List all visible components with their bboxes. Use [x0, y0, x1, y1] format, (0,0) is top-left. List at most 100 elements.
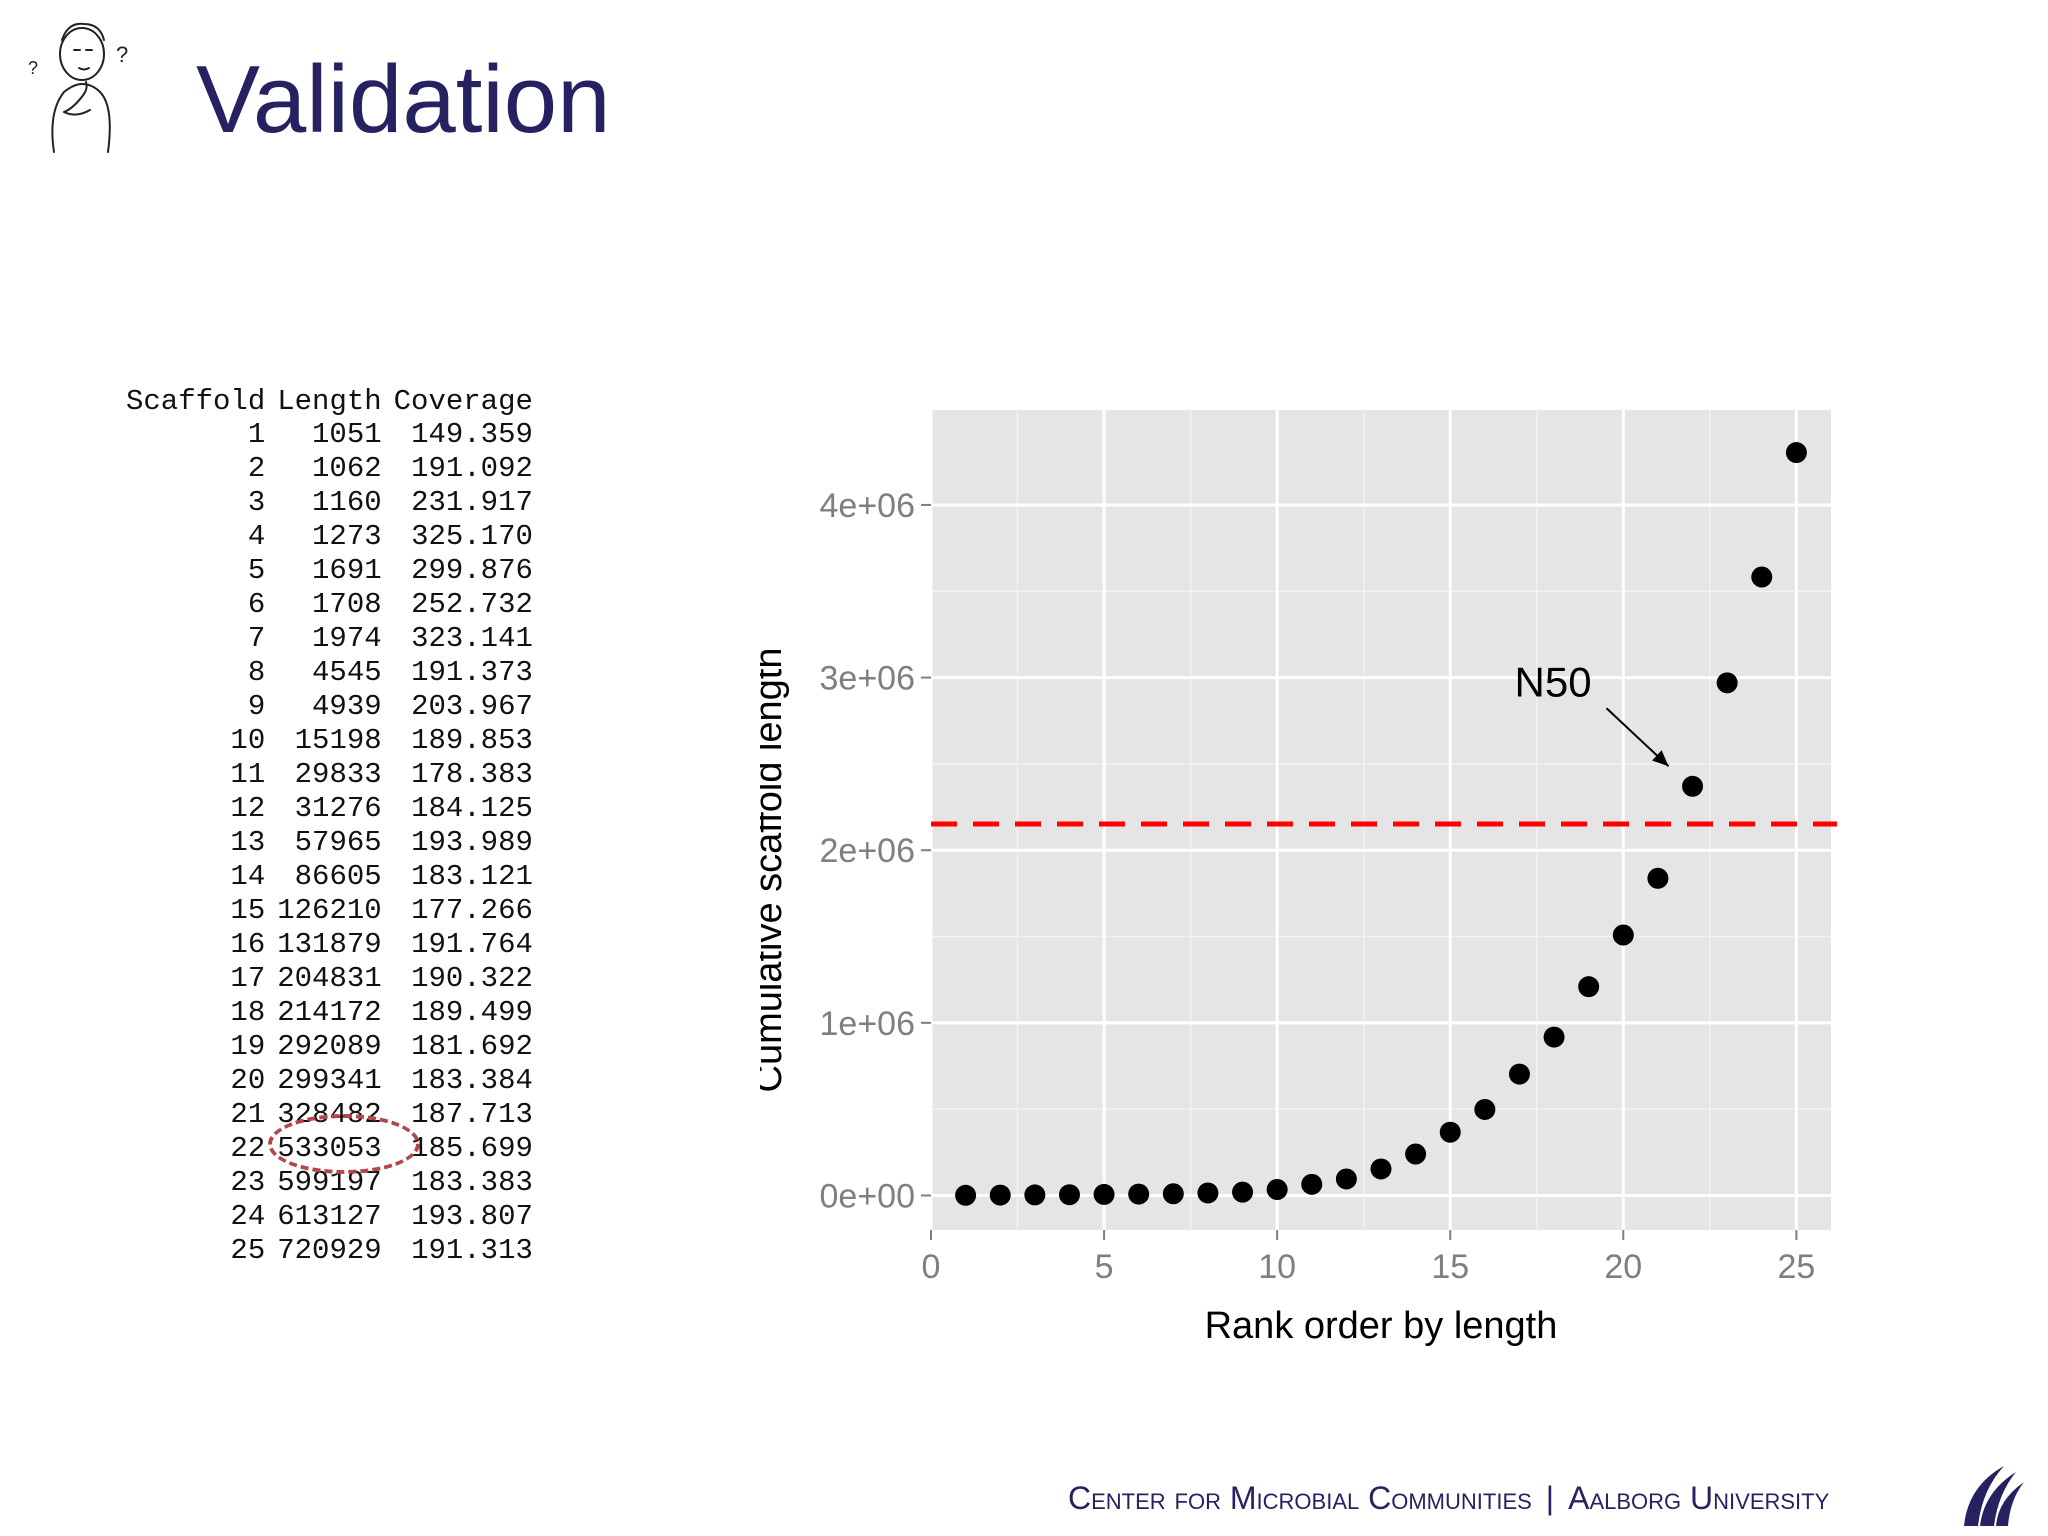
y-tick-label: 4e+06: [820, 487, 916, 525]
length-cell: 214172: [277, 996, 382, 1029]
length-cell: 1062: [312, 452, 382, 485]
table-row: 19 292089 181.692: [126, 1030, 533, 1064]
coverage-cell: 323.141: [411, 622, 533, 655]
length-cell: 126210: [277, 894, 382, 927]
length-cell: 292089: [277, 1030, 382, 1063]
table-row: 2 1062 191.092: [126, 452, 533, 486]
table-row: 24 613127 193.807: [126, 1200, 533, 1234]
x-tick-label: 15: [1431, 1248, 1469, 1286]
scaffold-cell: 10: [230, 724, 266, 757]
footer-center-name: Center for Microbial Communities: [1068, 1480, 1532, 1516]
table-row: 16 131879 191.764: [126, 928, 532, 962]
coverage-cell: 149.359: [411, 418, 533, 451]
scaffold-cell: 23: [230, 1166, 266, 1199]
data-point: [1578, 976, 1600, 998]
data-point: [1647, 867, 1669, 889]
x-tick-label: 0: [922, 1248, 941, 1286]
table-row: 13 57965 193.989: [126, 826, 532, 860]
table-row: 18 214172 189.499: [126, 996, 533, 1030]
coverage-cell: 177.266: [411, 894, 533, 927]
table-row: 21 328482 187.713: [126, 1098, 532, 1132]
scaffold-cell: 24: [230, 1200, 266, 1233]
length-cell: 204831: [277, 962, 382, 995]
n50-arrowhead: [1652, 750, 1669, 767]
data-point: [1093, 1183, 1115, 1205]
scaffold-cell: 1: [247, 418, 266, 451]
svg-text:?: ?: [116, 42, 128, 67]
coverage-cell: 203.967: [411, 690, 533, 723]
table-row: 7 1974 323.141: [126, 622, 533, 656]
y-tick-label: 3e+06: [820, 660, 916, 698]
x-tick-label: 20: [1604, 1248, 1642, 1286]
length-cell: 29833: [294, 758, 382, 791]
length-cell: 1708: [312, 588, 382, 621]
highlight-circle: [268, 1114, 420, 1174]
table-row: 9 4939 203.967: [126, 690, 533, 724]
length-cell: 1691: [312, 554, 382, 587]
x-tick-label: 10: [1258, 1248, 1296, 1286]
scaffold-cell: 18: [230, 996, 266, 1029]
data-point: [1197, 1182, 1219, 1204]
scaffold-cell: 15: [230, 894, 266, 927]
table-row: 14 86605 183.121: [126, 860, 532, 894]
table-header-row: Scaffold Length Coverage: [126, 384, 533, 418]
aau-logo-icon: [1964, 1466, 2024, 1526]
y-tick-label: 0e+00: [820, 1177, 916, 1215]
footer: Center for Microbial Communities | Aalborg…: [1068, 1480, 1829, 1517]
coverage-cell: 181.692: [411, 1030, 533, 1063]
scaffold-cell: 4: [247, 520, 266, 553]
table-row: 4 1273 325.170: [126, 520, 533, 554]
data-point: [1751, 566, 1773, 588]
scaffold-cell: 25: [230, 1234, 266, 1267]
data-point: [1439, 1121, 1461, 1143]
table-row: 8 4545 191.373: [126, 656, 533, 690]
data-point: [1716, 672, 1738, 694]
data-point: [1024, 1184, 1046, 1206]
data-point: [989, 1184, 1011, 1206]
length-cell: 720929: [277, 1234, 382, 1267]
scaffold-cell: 9: [247, 690, 266, 723]
data-point: [1266, 1179, 1288, 1201]
length-cell: 4545: [312, 656, 382, 689]
slide-title: Validation: [196, 46, 611, 153]
scaffold-cell: 17: [230, 962, 266, 995]
data-point: [1058, 1184, 1080, 1206]
coverage-cell: 191.092: [411, 452, 533, 485]
column-header-scaffold: Scaffold: [126, 384, 266, 418]
table-row: 23 599197 183.383: [126, 1166, 533, 1200]
coverage-cell: 184.125: [411, 792, 533, 825]
column-header-length: Length: [277, 384, 382, 418]
plot-panel: [931, 410, 1831, 1230]
data-point: [955, 1184, 977, 1206]
length-cell: 131879: [277, 928, 382, 961]
data-point: [1162, 1183, 1184, 1205]
data-point: [1682, 775, 1704, 797]
table-row: 10 15198 189.853: [126, 724, 533, 758]
coverage-cell: 183.383: [411, 1166, 533, 1199]
scaffold-cell: 14: [230, 860, 266, 893]
coverage-cell: 189.499: [411, 996, 533, 1029]
n50-annotation-label: N50: [1515, 658, 1592, 705]
length-cell: 1051: [312, 418, 382, 451]
coverage-cell: 190.322: [411, 962, 533, 995]
coverage-cell: 193.807: [411, 1200, 533, 1233]
scaffold-table: Scaffold Length Coverage 1 1051 149.359 2 10…: [126, 384, 533, 1268]
data-point: [1785, 442, 1807, 464]
data-point: [1405, 1143, 1427, 1165]
length-cell: 57965: [294, 826, 382, 859]
length-cell: 613127: [277, 1200, 382, 1233]
x-axis-title: Rank order by length: [1205, 1305, 1558, 1347]
data-point: [1508, 1063, 1530, 1085]
length-cell: 86605: [294, 860, 382, 893]
data-point: [1370, 1158, 1392, 1180]
table-body: 1 1051 149.359 2 1062 191.092 3 1160 231.917 4 127…: [126, 418, 533, 1268]
coverage-cell: 189.853: [411, 724, 533, 757]
length-cell: 4939: [312, 690, 382, 723]
length-cell: 31276: [294, 792, 382, 825]
scaffold-cell: 5: [247, 554, 266, 587]
table-row: 5 1691 299.876: [126, 554, 533, 588]
svg-text:?: ?: [28, 58, 38, 78]
table-row: 11 29833 178.383: [126, 758, 532, 792]
y-axis-title: Cumulative scaffold length: [760, 648, 790, 1093]
